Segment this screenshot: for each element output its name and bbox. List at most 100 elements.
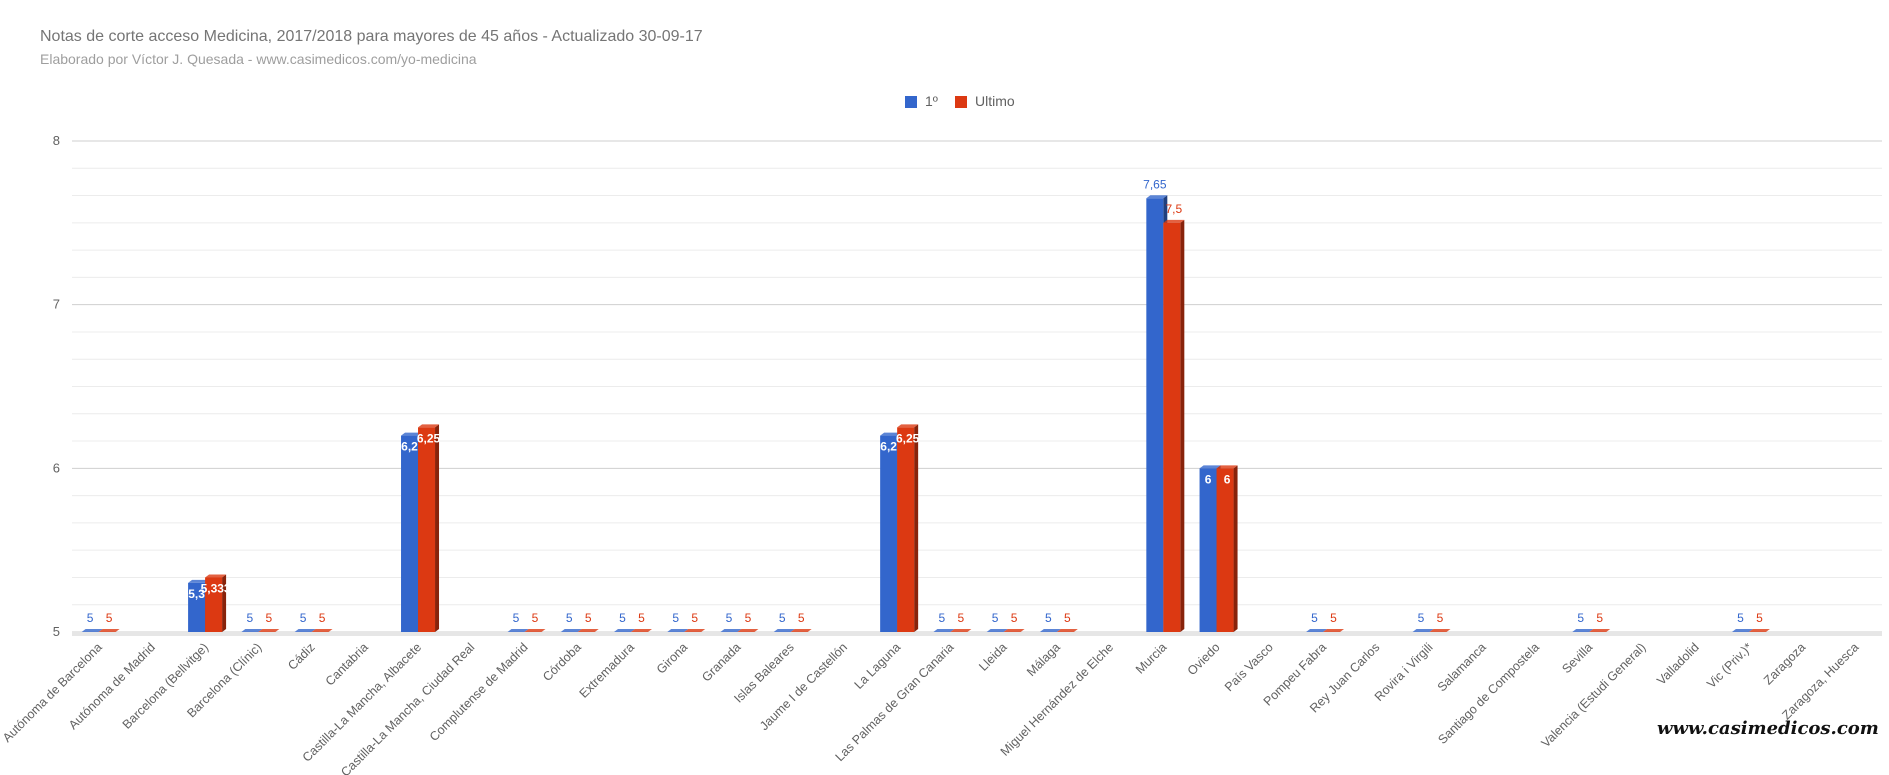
data-label-series2: 5 [106,611,113,625]
x-tick-label: Cantabria [323,640,371,688]
bar-top [294,629,316,632]
data-label-series2: 5 [958,611,965,625]
bar-top [880,432,902,436]
x-tick-label: Vic (Priv.)* [1704,640,1755,691]
data-label-series1: 5 [1577,611,1584,625]
bar[interactable] [1163,222,1181,633]
bar-top [1306,629,1328,632]
bar-top [667,629,689,632]
x-tick-label: Extremadura [577,640,638,701]
y-tick-label: 7 [53,297,60,312]
x-tick-label: Murcia [1133,640,1169,676]
x-tick-label: País Vasco [1222,640,1276,694]
x-tick-label: Zaragoza [1761,640,1808,687]
bar-top [773,629,795,632]
chart-title: Notas de corte acceso Medicina, 2017/201… [40,28,703,45]
x-tick-label: Granada [699,640,743,684]
x-tick-label: Lleida [976,640,1010,674]
data-label-series1: 5 [513,611,520,625]
x-tick-label: Cádiz [285,640,318,673]
bar-top [205,574,227,578]
bar-top [1748,629,1770,632]
legend[interactable]: 1º Ultimo [905,93,1015,109]
data-label-series2: 5 [1756,611,1763,625]
bar-top [81,629,103,632]
bar[interactable] [418,427,436,632]
bar[interactable] [401,435,419,632]
legend-swatch-series1 [905,96,917,108]
bar[interactable] [880,435,898,632]
data-label-series2: 5 [1330,611,1337,625]
data-label-series1: 5 [619,611,626,625]
x-tick-label: Autónoma de Barcelona [0,640,105,745]
bar-top [897,424,919,428]
bar-top [986,629,1008,632]
bar-side [1180,219,1185,633]
data-label-series1: 5 [779,611,786,625]
bar[interactable] [1199,468,1217,632]
bar-top [613,629,635,632]
x-tick-label: La Laguna [852,640,904,692]
bar-top [1056,629,1078,632]
y-axis: 5 6 7 8 [53,133,60,639]
bar[interactable] [205,577,223,632]
bar[interactable] [897,427,915,632]
bar-side [1233,465,1238,632]
bar-top [737,629,759,632]
data-label-series1: 6,2 [880,440,897,454]
data-label-series2: 5 [638,611,645,625]
chart-subtitle: Elaborado por Víctor J. Quesada - www.ca… [40,51,477,67]
data-label-series2: 5 [1596,611,1603,625]
data-label-series2: 5 [1064,611,1071,625]
bar-top [630,629,652,632]
data-label-series2: 5 [745,611,752,625]
bar-top [1146,195,1168,199]
data-label-series1: 5 [1418,611,1425,625]
legend-label-series1: 1º [925,93,938,109]
data-label-series2: 6,25 [417,431,441,445]
bar-top [241,629,263,632]
bar-top [1163,219,1185,223]
bar-top [1731,629,1753,632]
x-tick-label: Salamanca [1435,640,1489,694]
legend-swatch-series2 [955,96,967,108]
gridlines [72,140,1882,636]
x-tick-label: Complutense de Madrid [427,640,531,744]
bar-top [418,424,440,428]
bar[interactable] [1216,468,1234,632]
bar[interactable] [188,582,206,632]
x-tick-label: Miguel Hernández de Elche [998,640,1117,759]
data-label-series2: 5 [585,611,592,625]
data-label-series2: 7,5 [1165,202,1182,216]
bar-top [1412,629,1434,632]
chart-floor [72,632,1882,636]
x-tick-label: Málaga [1024,640,1063,679]
bar-top [507,629,529,632]
data-label-series2: 5 [265,611,272,625]
legend-label-series2: Ultimo [975,93,1015,109]
data-label-series1: 6,2 [401,440,418,454]
data-label-series2: 5 [1437,611,1444,625]
bar[interactable] [1146,198,1164,633]
data-label-series1: 5 [1045,611,1052,625]
data-label-series1: 5 [1311,611,1318,625]
data-label-series1: 5 [1737,611,1744,625]
data-label-series2: 5 [798,611,805,625]
bar-side [914,424,919,632]
x-tick-label: Sevilla [1559,640,1595,676]
bar-top [311,629,333,632]
x-tick-label: Córdoba [540,640,584,684]
bar-top [1429,629,1451,632]
bar-top [401,432,423,436]
x-tick-label: Oviedo [1185,640,1223,678]
bar-top [1323,629,1345,632]
data-label-series2: 5 [319,611,326,625]
bar-top [258,629,280,632]
data-label-series1: 5 [992,611,999,625]
bar-top [1589,629,1611,632]
data-label-series1: 5 [672,611,679,625]
data-label-series1: 5 [300,611,307,625]
x-tick-label: Girona [654,640,690,676]
